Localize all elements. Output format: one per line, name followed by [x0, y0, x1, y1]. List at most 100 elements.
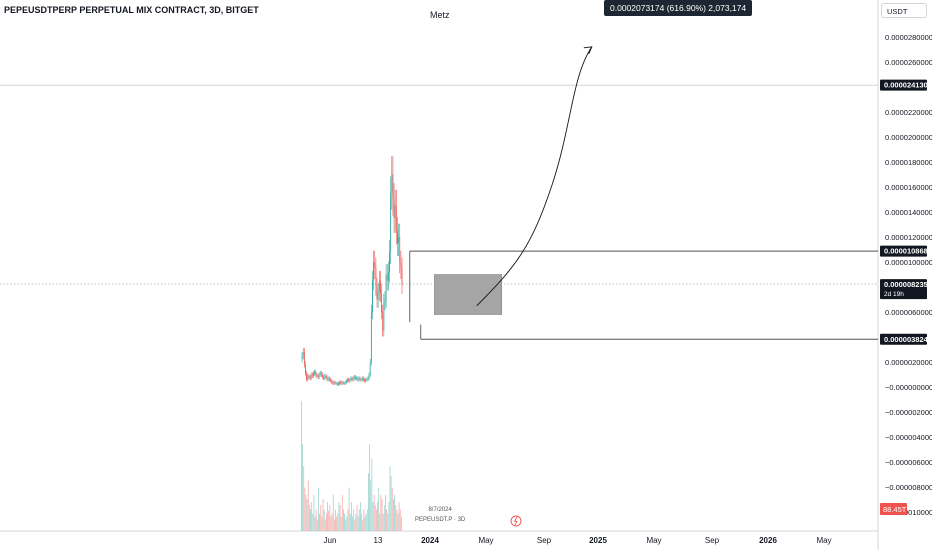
- volume-bar: [397, 513, 399, 531]
- volume-bar: [336, 516, 338, 531]
- time-tick-label: 2026: [759, 536, 777, 545]
- candle-body: [370, 312, 372, 363]
- volume-bar: [308, 505, 310, 531]
- candle-body: [374, 261, 376, 269]
- price-badge: [880, 245, 927, 257]
- candle-body: [341, 382, 343, 384]
- candle-body: [353, 377, 355, 379]
- candle-body: [398, 236, 399, 244]
- candle-body: [348, 379, 350, 381]
- price-tick-label: 0.0000220000: [885, 108, 932, 117]
- price-tick-label: −0.0000100000: [885, 508, 932, 517]
- candle-body: [392, 174, 394, 200]
- candle-body: [399, 236, 401, 262]
- event-icon: [510, 515, 522, 527]
- candle-body: [357, 378, 359, 380]
- candle-body: [342, 382, 344, 384]
- price-tick-label: 0.0000180000: [885, 158, 932, 167]
- volume-bar: [348, 487, 350, 531]
- candle-body: [317, 375, 319, 378]
- volume-bar: [394, 494, 395, 531]
- candle-body: [319, 373, 321, 375]
- volume-bar: [339, 505, 341, 531]
- volume-bar: [383, 505, 385, 531]
- volume-bar: [371, 458, 373, 531]
- candle-body: [389, 251, 390, 272]
- volume-bar: [379, 513, 381, 531]
- candle-body: [365, 379, 367, 381]
- volume-bar: [355, 513, 357, 531]
- volume-bar: [380, 494, 382, 531]
- volume-bar: [385, 494, 386, 531]
- price-tick-label: 0.0000160000: [885, 183, 932, 192]
- candle-body: [322, 374, 323, 378]
- candle-body: [328, 378, 330, 380]
- volume-bar: [316, 519, 318, 531]
- candle-body: [384, 299, 386, 303]
- price-tick-label: 0.0000100000: [885, 258, 932, 267]
- volume-bar: [327, 502, 328, 531]
- candle-body: [367, 378, 369, 380]
- volume-bar: [388, 502, 390, 531]
- volume-bar: [338, 502, 340, 531]
- candle-body: [332, 382, 334, 384]
- volume-bar: [391, 487, 393, 531]
- candle-body: [345, 380, 347, 383]
- candle-body: [331, 380, 333, 383]
- volume-bar: [369, 444, 370, 531]
- volume-bar: [373, 494, 375, 531]
- volume-bar: [303, 466, 305, 531]
- volume-bar: [356, 505, 358, 531]
- last-bar-date: 8/7/2024: [428, 507, 452, 513]
- volume-bar: [328, 510, 330, 531]
- volume-bar: [398, 502, 400, 531]
- candle-body: [350, 378, 352, 380]
- candle-body: [343, 383, 345, 384]
- author-name[interactable]: Metz: [430, 10, 450, 20]
- volume-bar: [304, 487, 306, 531]
- price-badge: [880, 333, 927, 345]
- time-tick-label: Jun: [324, 536, 337, 545]
- volume-bar: [370, 480, 372, 531]
- volume-bar: [364, 516, 366, 531]
- candle-body: [310, 374, 312, 379]
- price-tick-label: 0.0000140000: [885, 208, 932, 217]
- volume-badge: [880, 503, 907, 515]
- candle-body: [349, 379, 351, 381]
- volume-bar: [333, 519, 335, 531]
- candle-body: [380, 280, 381, 294]
- price-badge-label: 0.0000082350: [884, 280, 932, 289]
- price-tick-label: 0.0000260000: [885, 58, 932, 67]
- time-tick-label: 2025: [589, 536, 607, 545]
- candle-body: [302, 352, 304, 356]
- candle-body: [313, 373, 314, 376]
- currency-selector[interactable]: USDT: [881, 3, 927, 18]
- volume-bar: [350, 502, 352, 531]
- volume-bar: [314, 516, 316, 531]
- candle-body: [338, 383, 339, 385]
- volume-bar: [346, 516, 348, 531]
- volume-bar: [322, 499, 324, 531]
- volume-bar: [389, 466, 391, 531]
- demand-zone: [434, 274, 503, 315]
- candle-body: [400, 261, 402, 269]
- candle-body: [386, 274, 388, 281]
- time-tick-label: Sep: [537, 536, 552, 545]
- volume-bar: [392, 499, 394, 531]
- candle-body: [307, 375, 309, 380]
- volume-bar: [390, 476, 392, 531]
- volume-bar: [362, 519, 364, 531]
- time-tick-label: May: [816, 536, 831, 545]
- price-tick-label: −0.0000040000: [885, 433, 932, 442]
- volume-bar: [344, 513, 345, 531]
- price-tick-label: 0.0000020000: [885, 358, 932, 367]
- volume-bar: [332, 494, 334, 531]
- candle-body: [318, 374, 320, 378]
- volume-bar: [340, 516, 342, 531]
- candle-body: [369, 362, 371, 375]
- candle-body: [381, 293, 382, 313]
- candle-body: [306, 373, 308, 380]
- volume-bar: [378, 487, 380, 531]
